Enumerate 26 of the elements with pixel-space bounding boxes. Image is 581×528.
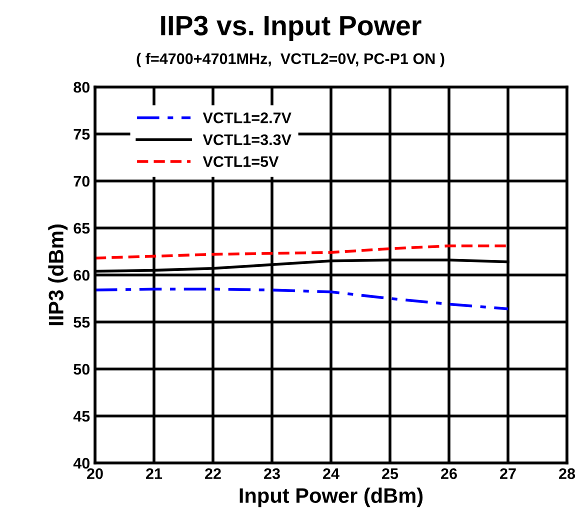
x-tick-label: 23 [264, 468, 280, 480]
y-axis-title: IIP3 (dBm) [48, 224, 68, 326]
x-tick-label: 22 [205, 468, 221, 479]
x-axis-title: Input Power (dBm) [240, 488, 423, 508]
y-tick-label: 70 [74, 176, 90, 187]
chart-subtitle: ( f=4700+4701MHz, VCTL2=0V, PC-P1 ON ) [136, 52, 444, 68]
chart-title: IIP3 vs. Input Power [161, 16, 422, 41]
y-tick-label: 80 [74, 82, 90, 93]
x-tick-label: 24 [323, 468, 340, 479]
line-series [95, 288, 510, 310]
legend-label: VCTL1=2.7V [202, 112, 292, 124]
y-tick-label: 65 [74, 222, 90, 234]
y-tick-label: 45 [73, 411, 90, 422]
y-tick-label: 75 [74, 129, 90, 140]
legend-label: VCTL1=5V [202, 156, 279, 168]
x-tick-label: 20 [87, 468, 103, 480]
y-tick-label: 55 [74, 317, 90, 328]
legend-label: VCTL1=3.3V [202, 134, 292, 146]
x-tick-label: 25 [382, 468, 398, 480]
x-tick-label: 26 [441, 468, 457, 480]
y-tick-label: 40 [73, 458, 90, 469]
x-tick-label: 28 [559, 468, 576, 480]
y-tick-label: 60 [74, 270, 90, 281]
x-tick-label: 27 [500, 468, 516, 479]
x-tick-label: 21 [146, 468, 162, 479]
y-tick-label: 50 [74, 364, 90, 375]
